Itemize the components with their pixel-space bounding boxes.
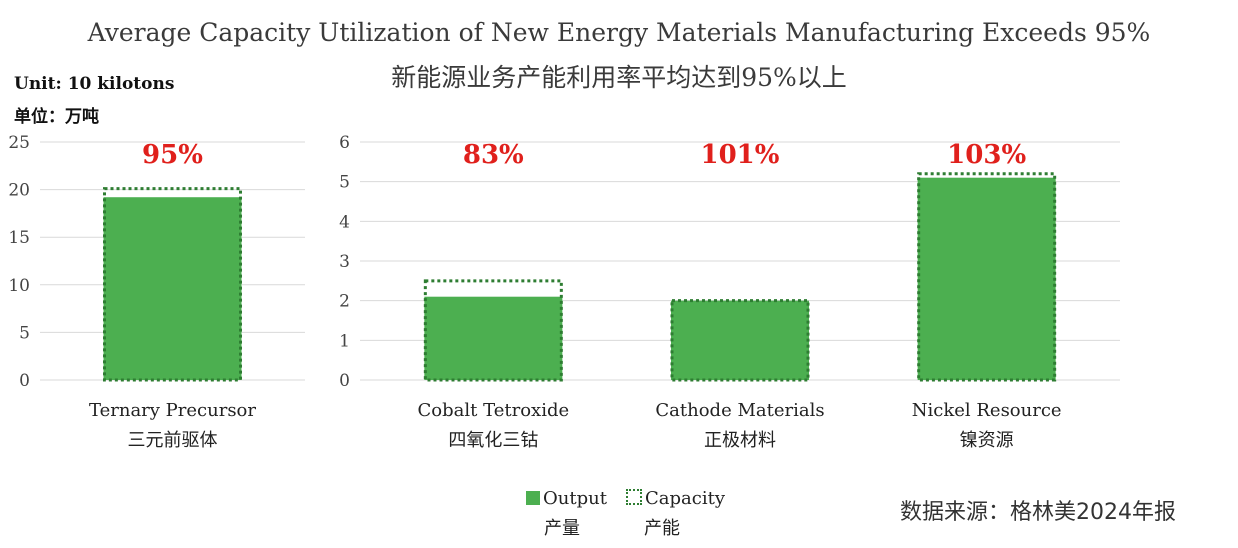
output-swatch [526, 491, 540, 505]
capacity-bar [103, 187, 242, 382]
capacity-swatch [626, 489, 642, 505]
unit-label-en: Unit: 10 kilotons [14, 74, 175, 94]
legend-capacity-en: Capacity [645, 488, 725, 509]
legend-output-en: Output [543, 488, 607, 509]
legend-output: Output 产量 [526, 484, 607, 544]
y-tick-label: 0 [339, 371, 350, 391]
category-label-zh: 正极材料 [704, 430, 776, 451]
y-tick-label: 2 [339, 292, 350, 312]
unit-label-zh: 单位：万吨 [14, 107, 99, 127]
utilization-label: 103% [947, 140, 1026, 170]
category-label-zh: 镍资源 [960, 430, 1014, 451]
capacity-bar [670, 299, 810, 382]
y-tick-label: 10 [8, 276, 30, 296]
y-tick-label: 5 [19, 323, 30, 343]
y-tick-label: 3 [339, 252, 350, 272]
category-label-en: Ternary Precursor [89, 400, 256, 421]
output-bar [424, 296, 563, 380]
source-note: 数据来源：格林美2024年报 [900, 500, 1176, 525]
legend-capacity-zh: 产能 [644, 518, 680, 539]
utilization-label: 95% [142, 140, 203, 170]
legend-capacity: Capacity 产能 [626, 484, 725, 544]
y-tick-label: 1 [339, 331, 350, 351]
legend-output-zh: 产量 [544, 518, 580, 539]
category-label-en: Cobalt Tetroxide [418, 400, 570, 421]
output-bar [671, 300, 809, 380]
y-tick-label: 6 [339, 133, 350, 153]
y-tick-label: 25 [8, 133, 30, 153]
capacity-bar [917, 172, 1057, 382]
y-tick-label: 0 [19, 371, 30, 391]
output-bar [103, 197, 242, 380]
category-label-en: Nickel Resource [912, 400, 1062, 421]
chart-title-zh: 新能源业务产能利用率平均达到95%以上 [391, 63, 847, 92]
utilization-label: 101% [701, 140, 780, 170]
utilization-label: 83% [463, 140, 524, 170]
y-tick-label: 5 [339, 173, 350, 193]
category-label-en: Cathode Materials [655, 400, 824, 421]
y-tick-label: 20 [8, 181, 30, 201]
chart-title-en: Average Capacity Utilization of New Ener… [87, 18, 1151, 47]
y-tick-label: 4 [339, 212, 350, 232]
y-tick-label: 15 [8, 228, 30, 248]
capacity-bar [423, 279, 563, 382]
category-label-zh: 四氧化三钴 [448, 430, 538, 451]
category-label-zh: 三元前驱体 [128, 430, 218, 451]
output-bar [917, 177, 1056, 380]
